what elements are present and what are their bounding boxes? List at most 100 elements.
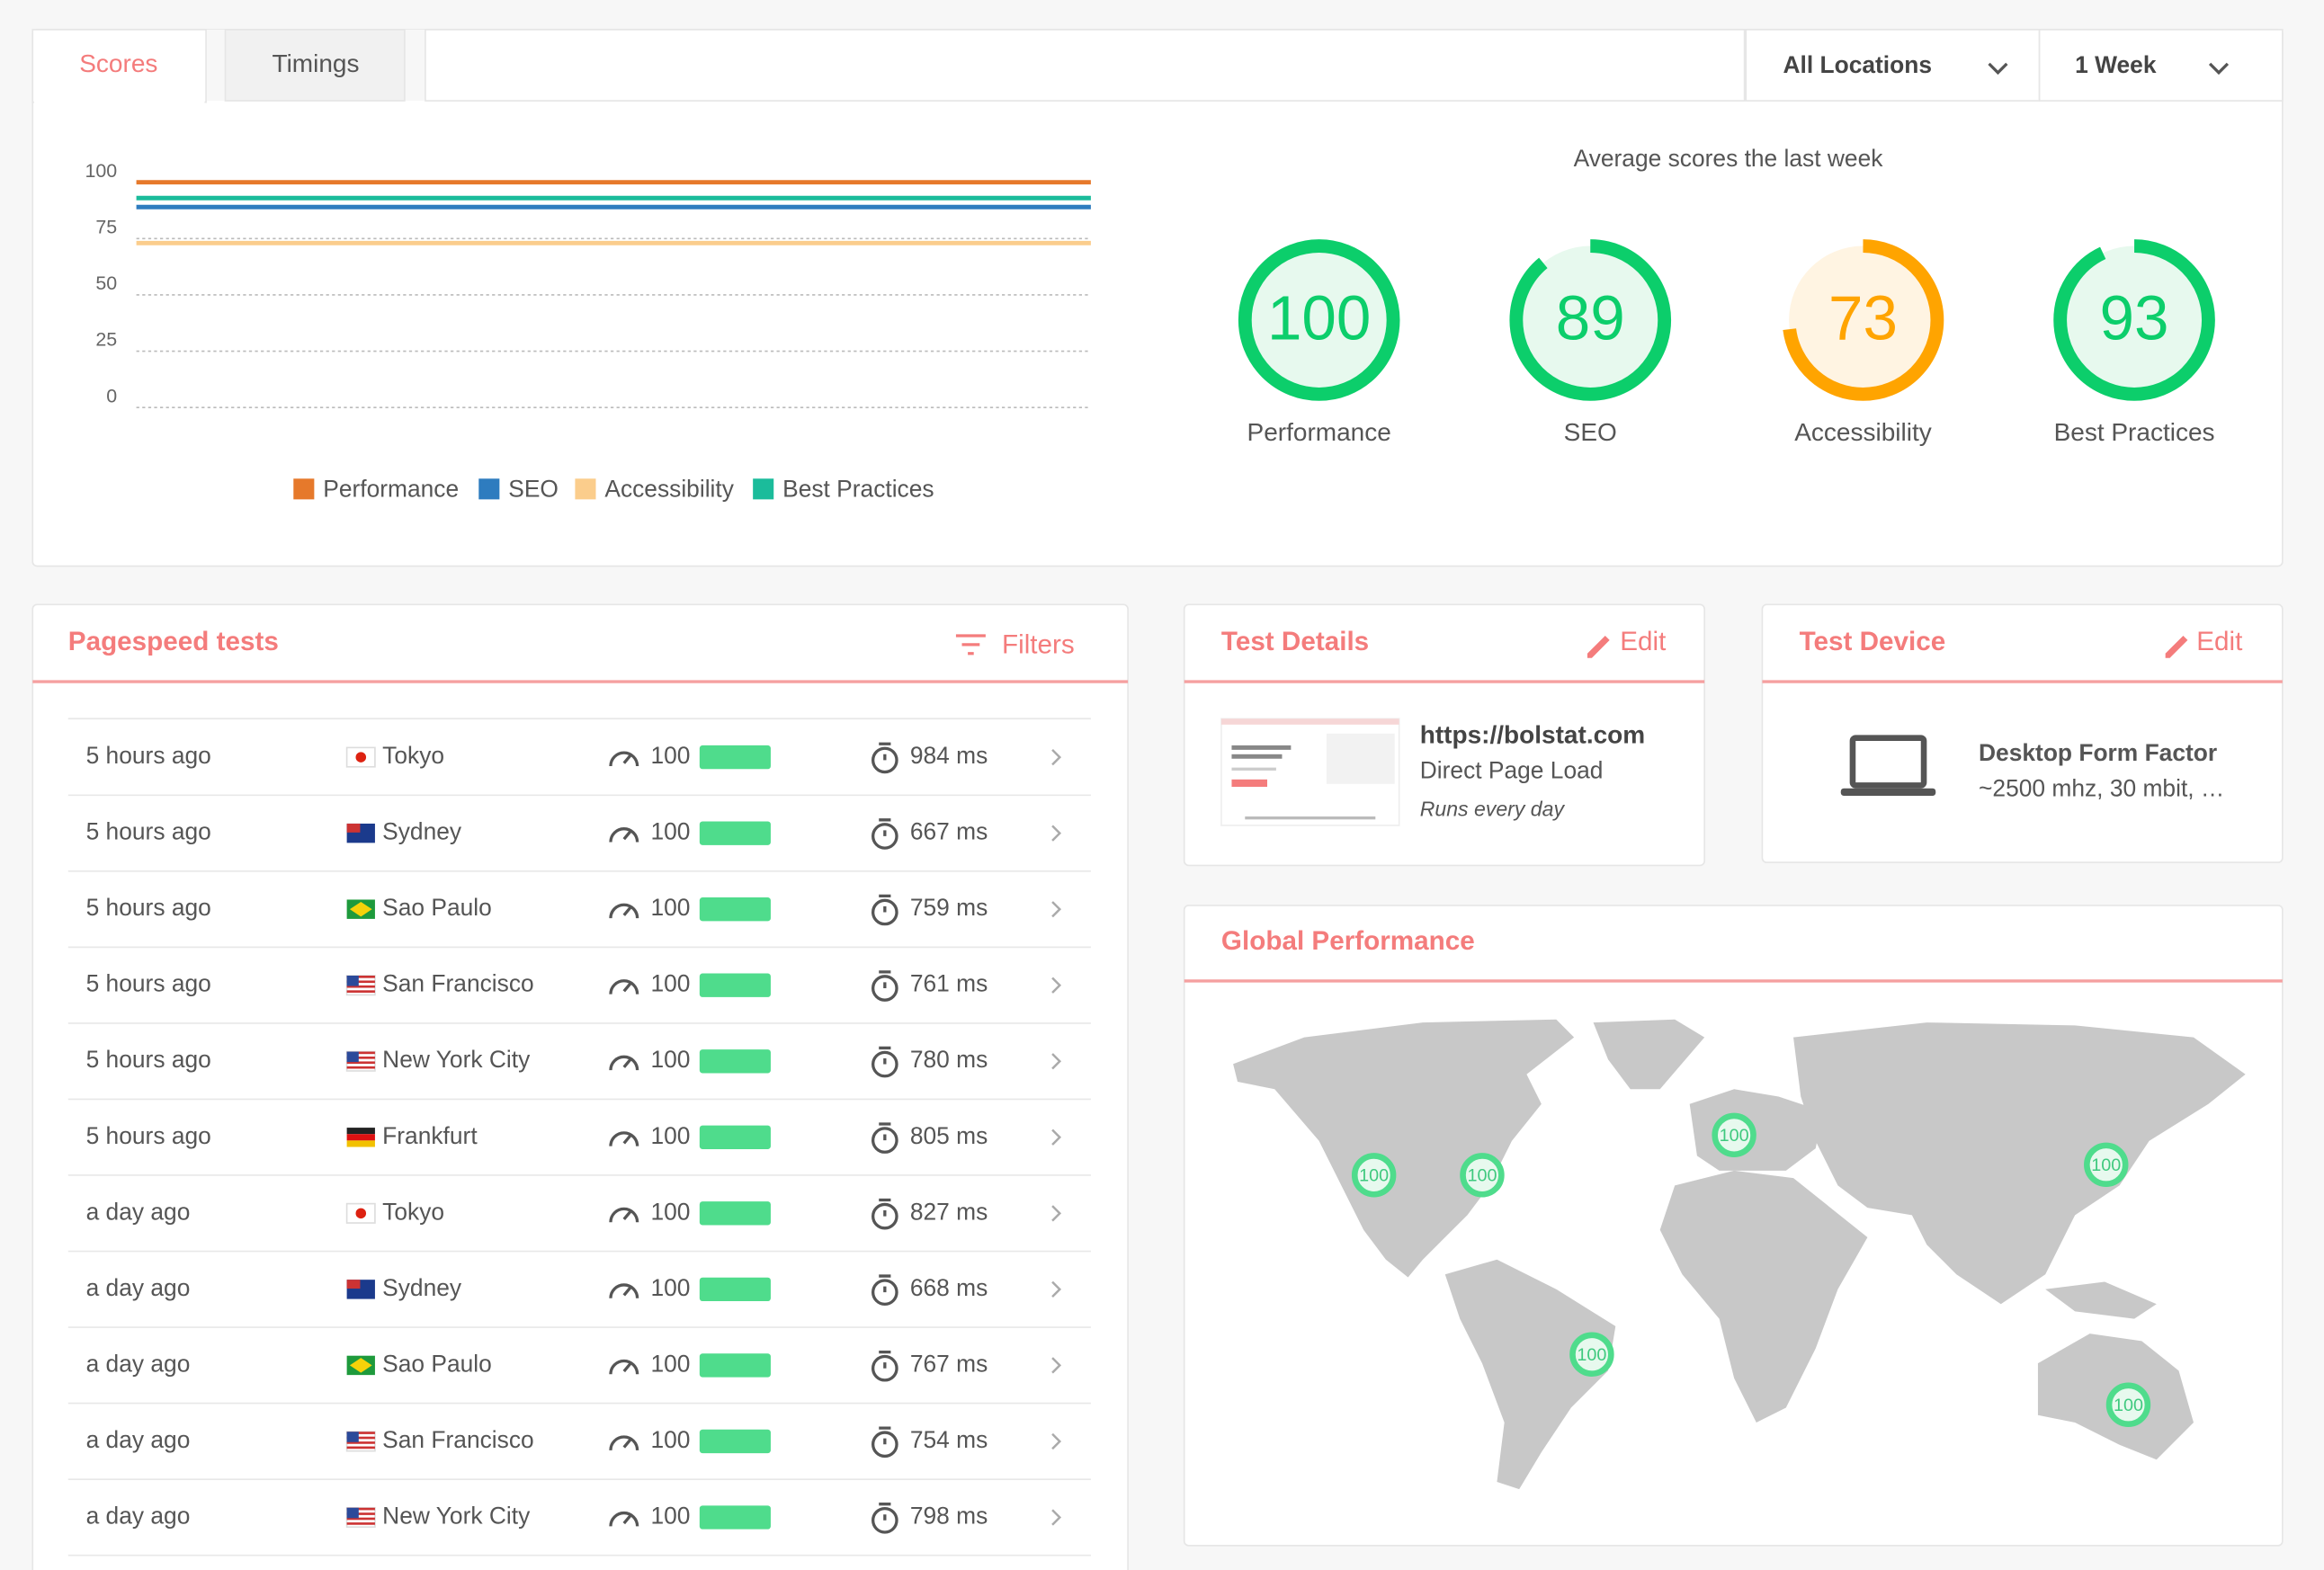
filter-icon[interactable] <box>955 634 986 656</box>
map-marker[interactable] <box>1351 1153 1397 1198</box>
y-tick-label: 25 <box>95 329 117 351</box>
row-location: Sao Paulo <box>382 894 492 921</box>
score-bar <box>699 1505 771 1530</box>
test-device-card <box>1761 603 2284 863</box>
map-marker[interactable] <box>1712 1112 1756 1158</box>
row-location: Sydney <box>382 818 462 845</box>
map-marker[interactable] <box>1569 1332 1614 1377</box>
row-location: New York City <box>382 1046 531 1073</box>
tab-spacer <box>425 29 1746 102</box>
test-schedule: Runs every day <box>1420 798 1566 821</box>
row-score: 100 <box>650 1274 690 1301</box>
y-tick-label: 50 <box>95 272 117 294</box>
timer-hand <box>879 970 891 989</box>
tab-timings[interactable] <box>224 29 406 102</box>
timer-icon <box>872 975 898 1002</box>
timer-hand <box>879 1426 891 1445</box>
edit-icon[interactable] <box>1587 635 1610 658</box>
row-chevron <box>1051 901 1062 918</box>
speed-icon <box>609 1359 639 1375</box>
gauge-background <box>1789 245 1937 395</box>
tab-label[interactable]: Timings <box>273 49 360 77</box>
card-title: Test Details <box>1221 627 1369 656</box>
edit-icon[interactable] <box>2165 635 2188 658</box>
score-bar <box>699 821 771 845</box>
timer-hand <box>879 742 891 761</box>
tab-joint <box>33 88 205 104</box>
flag-icon <box>345 1202 376 1224</box>
flag-icon <box>346 899 375 919</box>
speed-icon <box>609 979 639 995</box>
score-bar <box>699 1277 771 1302</box>
legend-swatch <box>575 478 596 500</box>
row-time: 5 hours ago <box>86 894 211 921</box>
row-duration: 668 ms <box>910 1274 988 1301</box>
legend-label: Best Practices <box>782 475 934 502</box>
pagespeed-card <box>31 603 1129 1570</box>
gauge-label: Performance <box>1247 418 1391 446</box>
row-duration: 761 ms <box>910 970 988 997</box>
test-url[interactable]: https://bolstat.com <box>1420 720 1645 748</box>
row-score: 100 <box>650 1350 690 1377</box>
card-title: Global Performance <box>1221 926 1475 956</box>
y-tick-label: 0 <box>106 385 117 406</box>
edit-button[interactable]: Edit <box>1620 627 1667 656</box>
speed-icon <box>609 1131 639 1146</box>
marker-label: 100 <box>2091 1155 2121 1175</box>
dropdown-label[interactable]: 1 Week <box>2075 51 2157 78</box>
filters-button[interactable]: Filters <box>1002 629 1075 659</box>
row-time: a day ago <box>86 1426 191 1453</box>
row-time: a day ago <box>86 1502 191 1529</box>
row-duration: 984 ms <box>910 742 988 769</box>
flag-icon <box>345 975 376 996</box>
row-score: 100 <box>650 742 690 769</box>
flag-icon <box>345 1431 376 1452</box>
gauge-arc <box>1782 239 1944 401</box>
edit-button[interactable]: Edit <box>2196 627 2243 656</box>
flag-icon <box>346 1128 375 1147</box>
row-duration: 667 ms <box>910 818 988 845</box>
gauge-background <box>2060 245 2209 395</box>
marker-label: 100 <box>2114 1396 2143 1415</box>
timer-hand <box>879 818 891 836</box>
timer-hand <box>879 894 891 913</box>
row-score: 100 <box>650 1502 690 1529</box>
speed-icon <box>609 1207 639 1223</box>
flag-icon <box>346 823 375 843</box>
flag-icon <box>345 1050 376 1072</box>
marker-label: 100 <box>1467 1166 1497 1186</box>
averages-title: Average scores the last week <box>1574 145 1884 172</box>
timer-icon <box>872 1127 898 1154</box>
row-duration: 805 ms <box>910 1122 988 1149</box>
map-marker[interactable] <box>2105 1382 2151 1427</box>
row-score: 100 <box>650 1046 690 1073</box>
period-dropdown[interactable] <box>2038 29 2284 102</box>
gauge-arc <box>1238 239 1400 401</box>
map-marker[interactable] <box>2084 1142 2129 1188</box>
score-bar <box>699 1125 771 1149</box>
device-name: Desktop Form Factor <box>1979 739 2217 766</box>
row-duration: 798 ms <box>910 1502 988 1529</box>
gauge-arc <box>1509 239 1672 401</box>
row-chevron <box>1051 1432 1062 1450</box>
timer-hand <box>879 1046 891 1065</box>
row-chevron <box>1051 1357 1062 1374</box>
speed-icon <box>609 1435 639 1450</box>
row-chevron <box>1051 1053 1062 1070</box>
row-chevron <box>1051 1509 1062 1526</box>
timer-hand <box>879 1122 891 1141</box>
legend-swatch <box>753 478 774 500</box>
timer-hand <box>879 1350 891 1369</box>
gauge-background <box>1245 245 1394 395</box>
tab-label[interactable]: Scores <box>79 49 157 77</box>
timer-icon <box>872 1202 898 1230</box>
speed-icon <box>609 1283 639 1298</box>
score-bar <box>699 897 771 922</box>
device-specs: ~2500 mhz, 30 mbit, … <box>1979 774 2224 801</box>
row-chevron <box>1051 1205 1062 1222</box>
map-marker[interactable] <box>1460 1153 1505 1198</box>
dropdown-label[interactable]: All Locations <box>1783 51 1932 78</box>
speed-icon <box>609 827 639 843</box>
legend-swatch <box>293 478 315 500</box>
